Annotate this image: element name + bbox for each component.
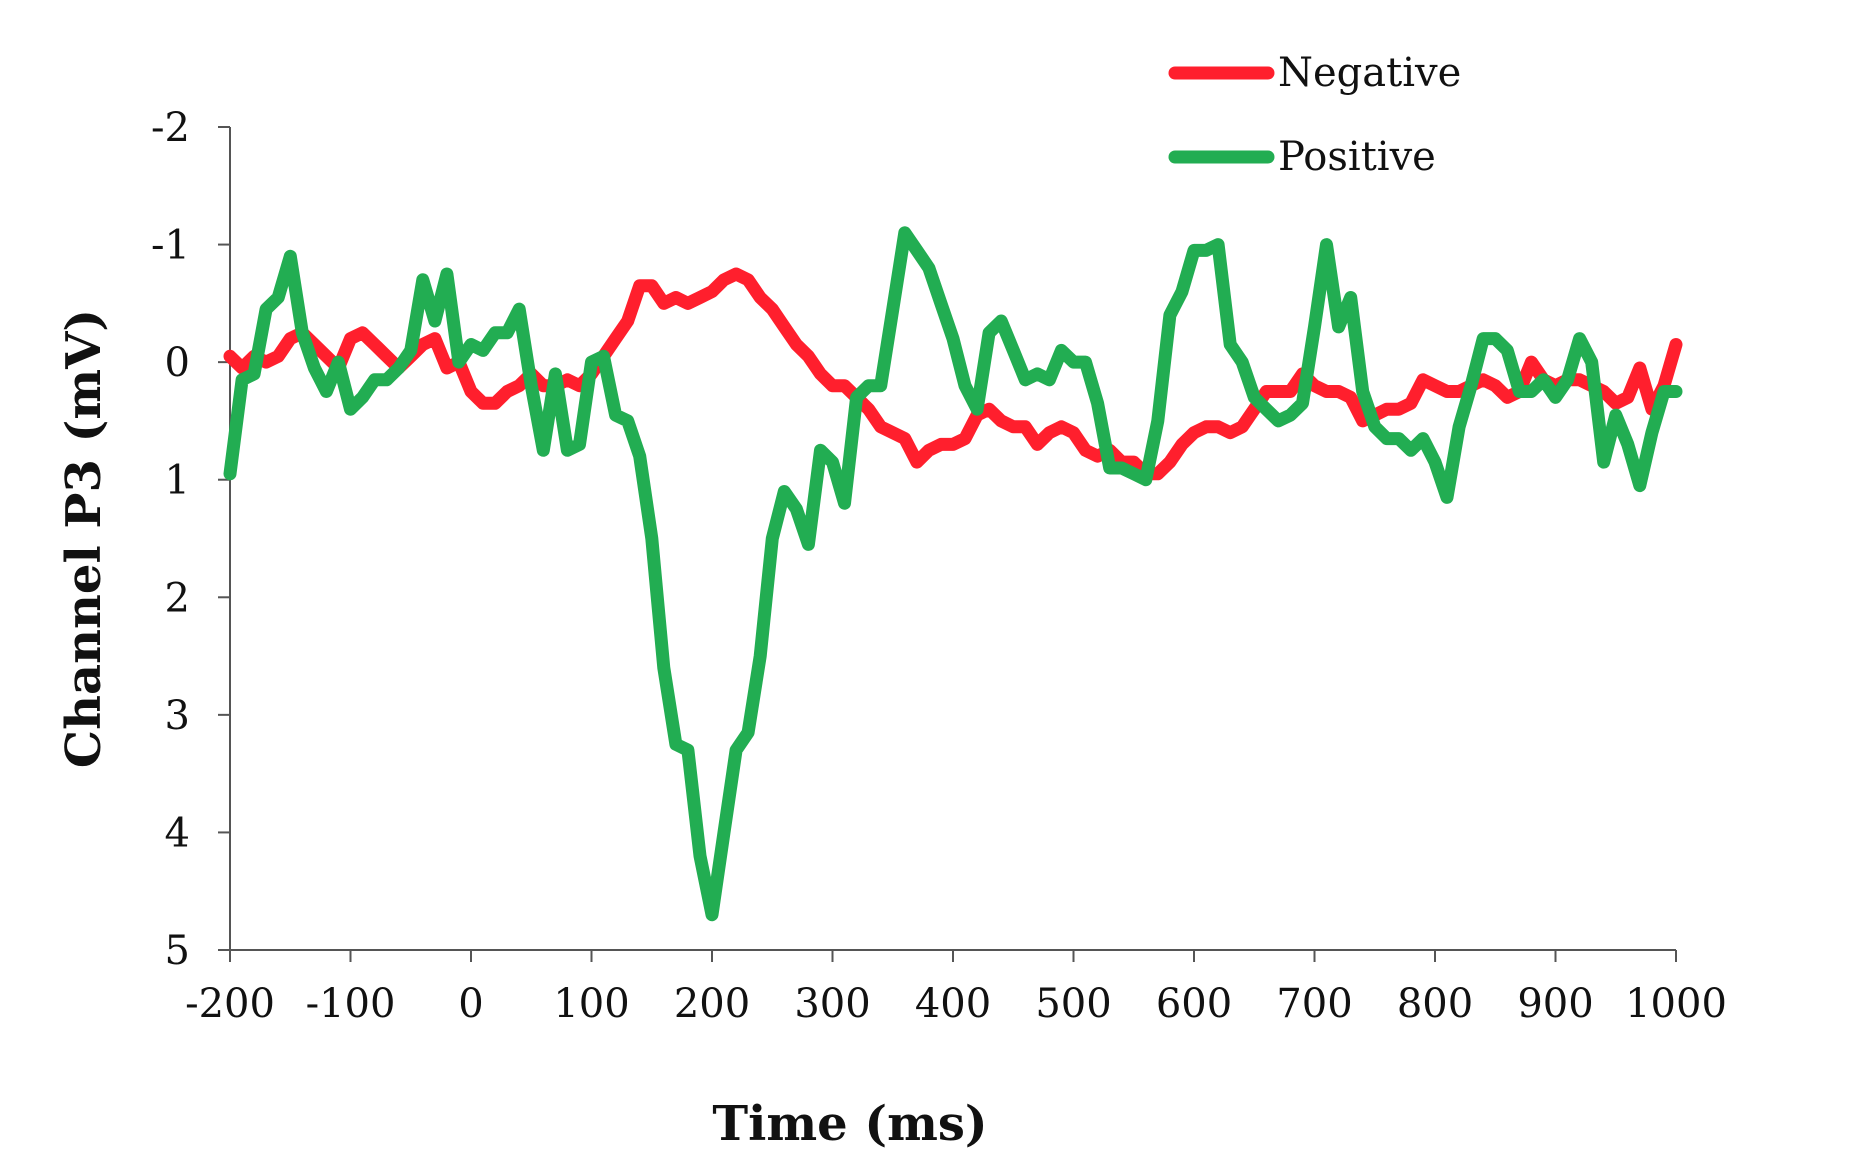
y-tick-label: 3	[165, 693, 190, 739]
x-axis-title: Time (ms)	[712, 1096, 987, 1152]
x-tick-label: 1000	[1625, 981, 1727, 1027]
y-tick-label: 4	[165, 810, 190, 856]
x-tick-label: -100	[306, 981, 396, 1027]
y-ticks: -2 -1 0 1 2 3 4 5	[151, 105, 230, 974]
legend: Negative Positive	[1168, 50, 1461, 180]
series-line-negative	[223, 267, 1683, 481]
y-tick-label: -1	[151, 223, 190, 269]
series-line-positive	[223, 226, 1683, 922]
x-tick-label: -200	[185, 981, 275, 1027]
y-tick-label: 0	[165, 340, 190, 386]
y-tick-label: 1	[165, 458, 190, 504]
axes	[229, 127, 1676, 951]
y-tick-label: -2	[151, 105, 190, 151]
x-tick-label: 300	[794, 981, 870, 1027]
x-tick-label: 0	[458, 981, 483, 1027]
x-ticks: -200 -100 0 100 200 300 400 500 600 700 800 900 1000	[185, 950, 1727, 1027]
x-tick-label: 200	[674, 981, 750, 1027]
x-tick-label: 900	[1517, 981, 1593, 1027]
x-tick-label: 500	[1035, 981, 1111, 1027]
x-tick-label: 700	[1276, 981, 1352, 1027]
y-axis-title: Channel P3 (mV)	[56, 309, 112, 768]
legend-label-negative: Negative	[1278, 50, 1461, 96]
x-tick-label: 600	[1156, 981, 1232, 1027]
x-tick-label: 800	[1397, 981, 1473, 1027]
series-layer	[223, 226, 1683, 922]
x-tick-label: 100	[553, 981, 629, 1027]
legend-label-positive: Positive	[1278, 134, 1436, 180]
y-tick-label: 2	[165, 575, 190, 621]
y-tick-label: 5	[165, 928, 190, 974]
x-tick-label: 400	[915, 981, 991, 1027]
